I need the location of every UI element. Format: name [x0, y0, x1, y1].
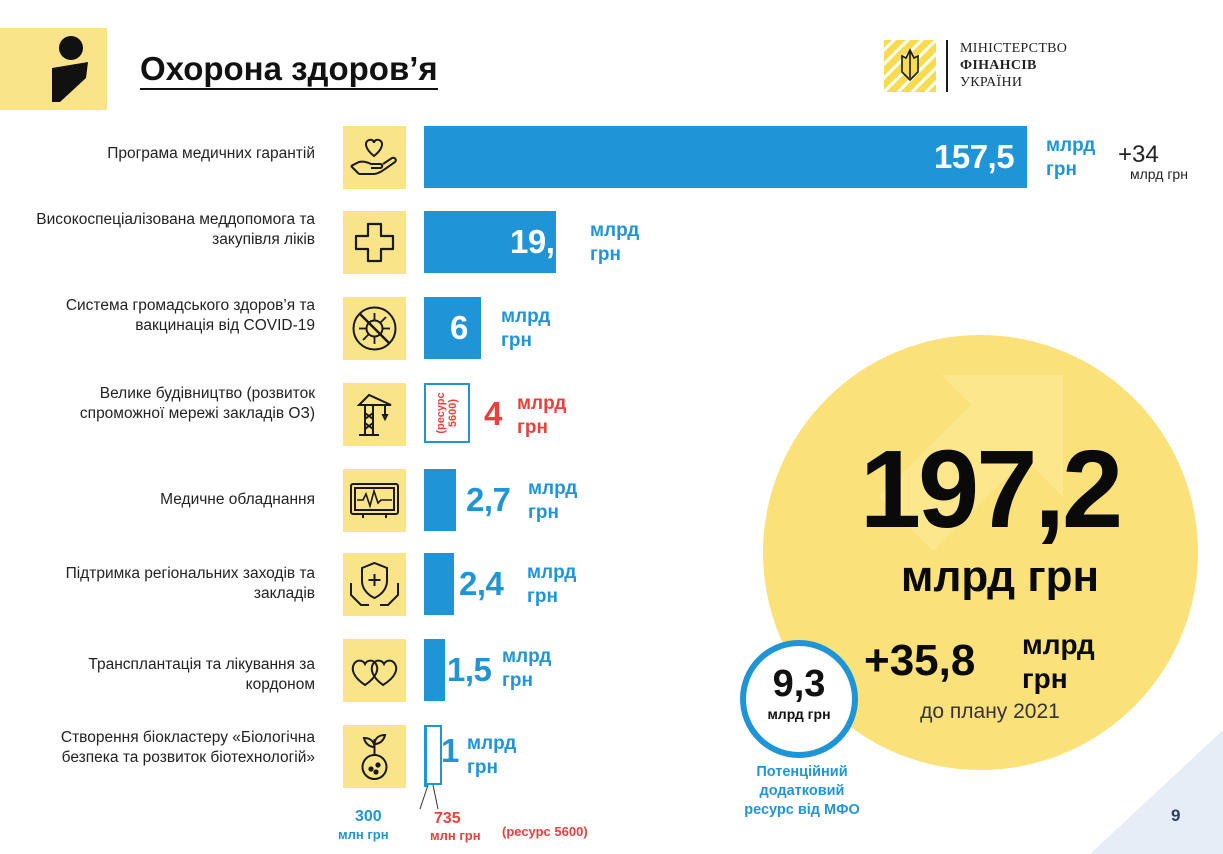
row-label: Велике будівництво (розвиток спроможної … — [79, 385, 315, 422]
heart-hand-icon — [350, 138, 397, 175]
row-label: Система громадського здоров’я та вакцина… — [65, 297, 315, 334]
total-value: 197,2 — [859, 428, 1123, 551]
ministry-emblem-icon — [884, 40, 936, 92]
brand-mark-icon — [52, 36, 88, 102]
icon-tile — [343, 211, 406, 274]
bar-mark — [424, 553, 454, 615]
unit-label: грн — [501, 330, 532, 351]
icon-tile — [343, 126, 406, 189]
biocluster-red-note: (ресурс 5600) — [502, 824, 588, 839]
biocluster-red-value: 735 — [434, 810, 461, 827]
resource-box-line2: 5600) — [447, 398, 459, 428]
page-title: Охорона здоров’я — [140, 50, 438, 90]
row-label: Програма медичних гарантій — [107, 145, 315, 162]
bar-value-label: 1,5 — [447, 651, 492, 688]
brand-logo — [0, 28, 107, 110]
bar-value-label: 2,4 — [459, 565, 504, 602]
unit-label: млрд — [501, 306, 551, 327]
icon-tile — [343, 553, 406, 616]
ministry-line-1: МІНІСТЕРСТВО — [960, 41, 1068, 56]
biocluster-blue-value: 300 — [355, 808, 382, 825]
icon-tile — [343, 297, 406, 360]
crane-icon — [356, 393, 392, 436]
unit-label: грн — [590, 244, 621, 265]
unit-label: грн — [502, 670, 533, 691]
ministry-divider — [946, 40, 948, 92]
resource-box: (ресурс 5600) — [424, 383, 470, 443]
bar-mark — [424, 469, 456, 531]
mfo-note: Потенційний додатковий ресурс від МФО — [714, 763, 890, 820]
shield-hands-icon — [350, 561, 399, 606]
row-label: Підтримка регіональних заходів та заклад… — [65, 565, 315, 602]
delta-note: до плану 2021 — [920, 700, 1060, 723]
no-virus-icon — [352, 306, 397, 351]
row-label: Трансплантація та лікування за кордоном — [88, 656, 315, 693]
row1-increase-value: +34 — [1118, 141, 1159, 168]
medical-cross-icon — [354, 222, 395, 263]
biocluster-red-unit: млн грн — [430, 828, 481, 843]
unit-label: грн — [517, 417, 548, 438]
corner-decoration — [1090, 730, 1223, 854]
icon-tile — [343, 639, 406, 702]
bar-value-label: 157,5 — [934, 138, 1015, 175]
bar-value-label: 1 — [441, 732, 459, 769]
row-label: Медичне обладнання — [160, 491, 315, 508]
row1-increase-unit: млрд грн — [1130, 166, 1188, 182]
row-label: Високоспеціалізована меддопомога та заку… — [36, 211, 315, 248]
bar-mark — [424, 211, 556, 273]
mfo-circle — [740, 640, 858, 758]
unit-label: млрд — [590, 220, 640, 241]
mfo-note-line2: додатковий — [759, 783, 845, 799]
flask-plant-icon — [361, 733, 388, 780]
ministry-line-2: ФІНАНСІВ — [960, 58, 1037, 73]
mfo-note-line3: ресурс від МФО — [744, 802, 860, 818]
bar-value-label: 19,1 — [510, 223, 573, 260]
unit-label: млрд — [517, 393, 567, 414]
icon-tile — [343, 469, 406, 532]
mfo-note-line1: Потенційний — [756, 764, 848, 780]
icon-tile — [343, 725, 406, 788]
unit-label: млрд — [467, 733, 517, 754]
bar-mark — [424, 126, 1027, 188]
page-number: 9 — [1171, 806, 1181, 825]
row-label: Створення біокластеру «Біологічна безпек… — [60, 729, 315, 766]
resource-box-line1: (ресурс — [435, 392, 447, 434]
mfo-unit: млрд грн — [767, 706, 831, 722]
two-hearts-icon — [351, 659, 398, 687]
unit-label: млрд — [527, 562, 577, 583]
unit-label: грн — [467, 757, 498, 778]
bar-value-label: 6 — [450, 309, 468, 346]
unit-label: грн — [527, 586, 558, 607]
unit-label: млрд — [502, 646, 552, 667]
delta-unit-line2: грн — [1022, 663, 1068, 694]
total-unit: млрд грн — [900, 552, 1100, 601]
unit-label: грн — [528, 502, 559, 523]
biocluster-blue-unit: млн грн — [338, 827, 389, 842]
ministry-name: МІНІСТЕРСТВО ФІНАНСІВ УКРАЇНИ — [960, 40, 1067, 91]
icon-tile — [343, 383, 406, 446]
delta-unit: млрд грн — [1022, 628, 1095, 696]
bar-outline — [424, 725, 442, 785]
circle-arrow-decoration — [879, 375, 1063, 551]
ministry-line-3: УКРАЇНИ — [960, 75, 1023, 90]
bar-mark — [424, 639, 445, 701]
unit-label: грн — [1046, 159, 1077, 180]
mfo-value: 9,3 — [772, 663, 826, 705]
heart-monitor-icon — [350, 483, 399, 518]
bar-mark — [424, 297, 481, 359]
delta-unit-line1: млрд — [1022, 629, 1095, 660]
biocluster-bracket — [419, 785, 439, 810]
bar-value-label: 2,7 — [466, 481, 511, 518]
delta-value: +35,8 — [864, 636, 976, 685]
unit-label: млрд — [1046, 135, 1096, 156]
bar-value-label: 4 — [484, 395, 502, 432]
unit-label: млрд — [528, 478, 578, 499]
